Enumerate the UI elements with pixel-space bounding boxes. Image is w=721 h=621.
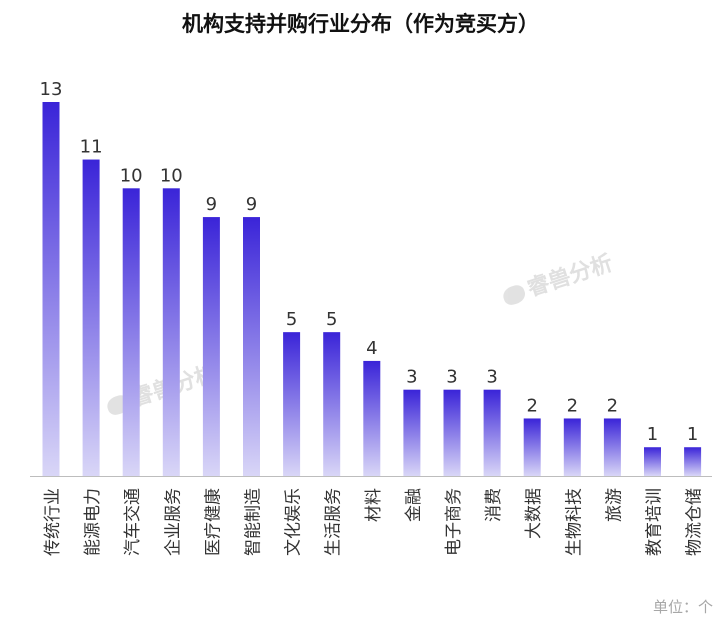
bar-生活服务 [323,332,341,476]
data-label: 1 [687,424,698,445]
data-label: 1 [647,424,658,445]
data-label: 3 [406,367,417,388]
data-label: 2 [526,395,537,416]
bar-生物科技 [563,418,581,476]
bar-大数据 [523,418,541,476]
category-label: 生活服务 [324,488,344,556]
bar-旅游 [603,418,621,476]
category-label: 医疗健康 [203,488,223,556]
bar-智能制造 [243,217,260,477]
category-label: 教育培训 [645,488,665,556]
data-label: 2 [607,395,618,416]
data-label: 3 [446,367,457,388]
data-label: 4 [366,338,377,359]
bar-文化娱乐 [283,332,301,476]
bar-材料 [363,360,381,476]
bar-消费 [483,389,501,476]
bar-电子商务 [443,389,461,476]
bar-能源电力 [82,159,100,477]
data-label: 5 [286,309,297,330]
category-label: 能源电力 [83,488,103,556]
data-label: 13 [40,79,63,100]
category-label: 文化娱乐 [284,488,304,556]
data-label: 9 [206,194,217,215]
bar-物流仓储 [684,447,702,476]
bar-汽车交通 [122,188,140,477]
category-label: 电子商务 [444,488,464,556]
category-label: 旅游 [604,488,624,522]
bar-传统行业 [42,102,60,476]
chart-title: 机构支持并购行业分布（作为竞买方） [182,12,539,36]
data-label: 9 [246,194,257,215]
bar-教育培训 [644,447,661,476]
data-label: 5 [326,309,337,330]
bar-金融 [403,389,421,476]
data-label: 10 [160,165,183,186]
category-label: 金融 [404,488,424,522]
category-label: 汽车交通 [123,488,143,556]
unit-note: 单位：个 [652,598,713,616]
category-label: 大数据 [524,488,544,539]
category-label: 智能制造 [244,488,264,556]
category-label: 企业服务 [163,488,183,556]
bar-企业服务 [162,188,180,477]
category-label: 消费 [484,488,504,522]
bar-医疗健康 [202,217,220,477]
data-label: 3 [486,367,497,388]
data-label: 11 [80,137,103,158]
category-label: 材料 [364,488,384,522]
data-label: 10 [120,165,143,186]
category-label: 传统行业 [43,488,63,556]
category-label: 生物科技 [564,488,584,556]
data-label: 2 [567,395,578,416]
category-label: 物流仓储 [685,488,705,556]
